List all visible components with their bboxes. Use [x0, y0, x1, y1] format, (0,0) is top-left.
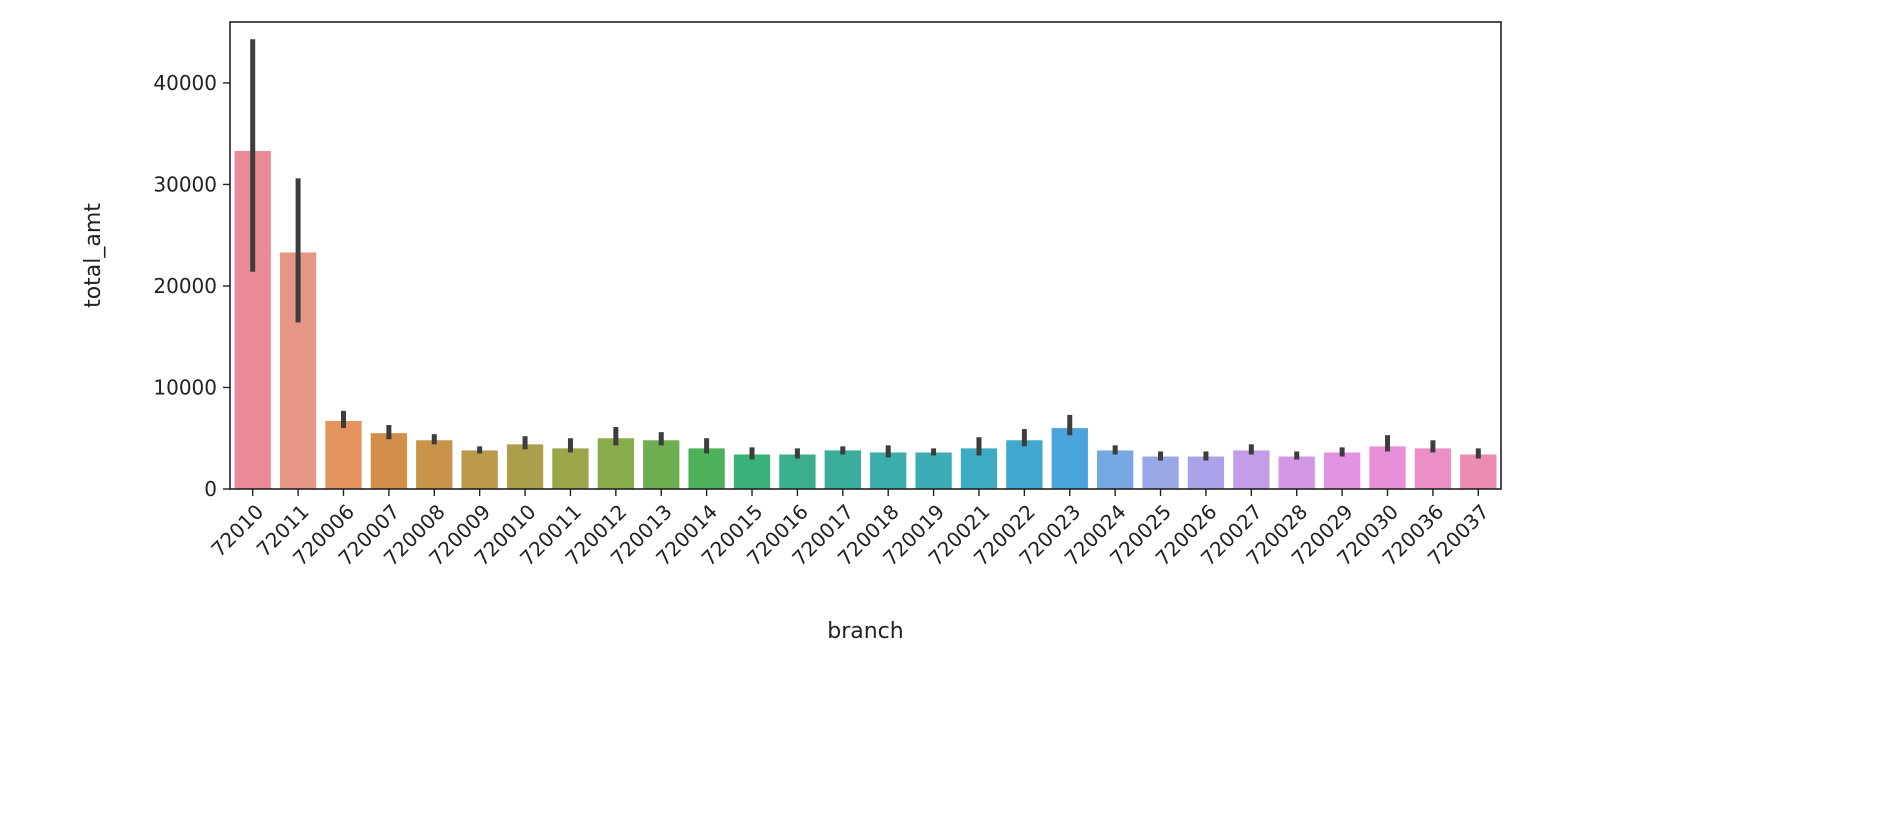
bar-720012	[597, 438, 634, 489]
y-tick-label: 10000	[153, 375, 217, 399]
bar-720016	[779, 454, 816, 489]
bar-720010	[506, 444, 544, 489]
bar-720022	[1006, 440, 1043, 489]
bar-720008	[416, 440, 453, 489]
bar-720023	[1051, 428, 1088, 489]
x-axis-label: branch	[827, 619, 903, 644]
bar-720014	[688, 448, 725, 489]
bar-720011	[552, 448, 589, 489]
bar-720037	[1460, 454, 1497, 489]
y-axis-label: total_amt	[81, 203, 106, 308]
bar-720024	[1097, 450, 1134, 489]
bar-720018	[870, 452, 907, 489]
bar-720017	[824, 450, 861, 489]
bar-720029	[1323, 452, 1361, 489]
y-tick-label: 20000	[153, 274, 217, 298]
y-tick-label: 40000	[153, 71, 217, 95]
x-axis-ticks: 7201072011720006720007720008720009720010…	[206, 489, 1494, 571]
bar-720019	[915, 452, 952, 489]
y-tick-label: 0	[204, 477, 217, 501]
bars-group	[234, 150, 1497, 489]
bar-720036	[1414, 448, 1452, 489]
bar-720006	[325, 420, 362, 489]
bar-720030	[1369, 446, 1406, 489]
bar-720009	[461, 450, 498, 489]
error-bars-group	[250, 39, 1481, 461]
bar-720025	[1142, 456, 1179, 489]
y-tick-label: 30000	[153, 172, 217, 196]
bar-720027	[1233, 450, 1270, 489]
bar-720015	[733, 454, 771, 489]
bar-720007	[370, 433, 408, 489]
bar-720028	[1278, 456, 1315, 489]
plot-frame	[229, 21, 1502, 490]
bar-720013	[643, 440, 680, 489]
y-axis-ticks: 0 10000 20000 30000 40000	[153, 71, 230, 501]
bar-720026	[1187, 456, 1225, 489]
